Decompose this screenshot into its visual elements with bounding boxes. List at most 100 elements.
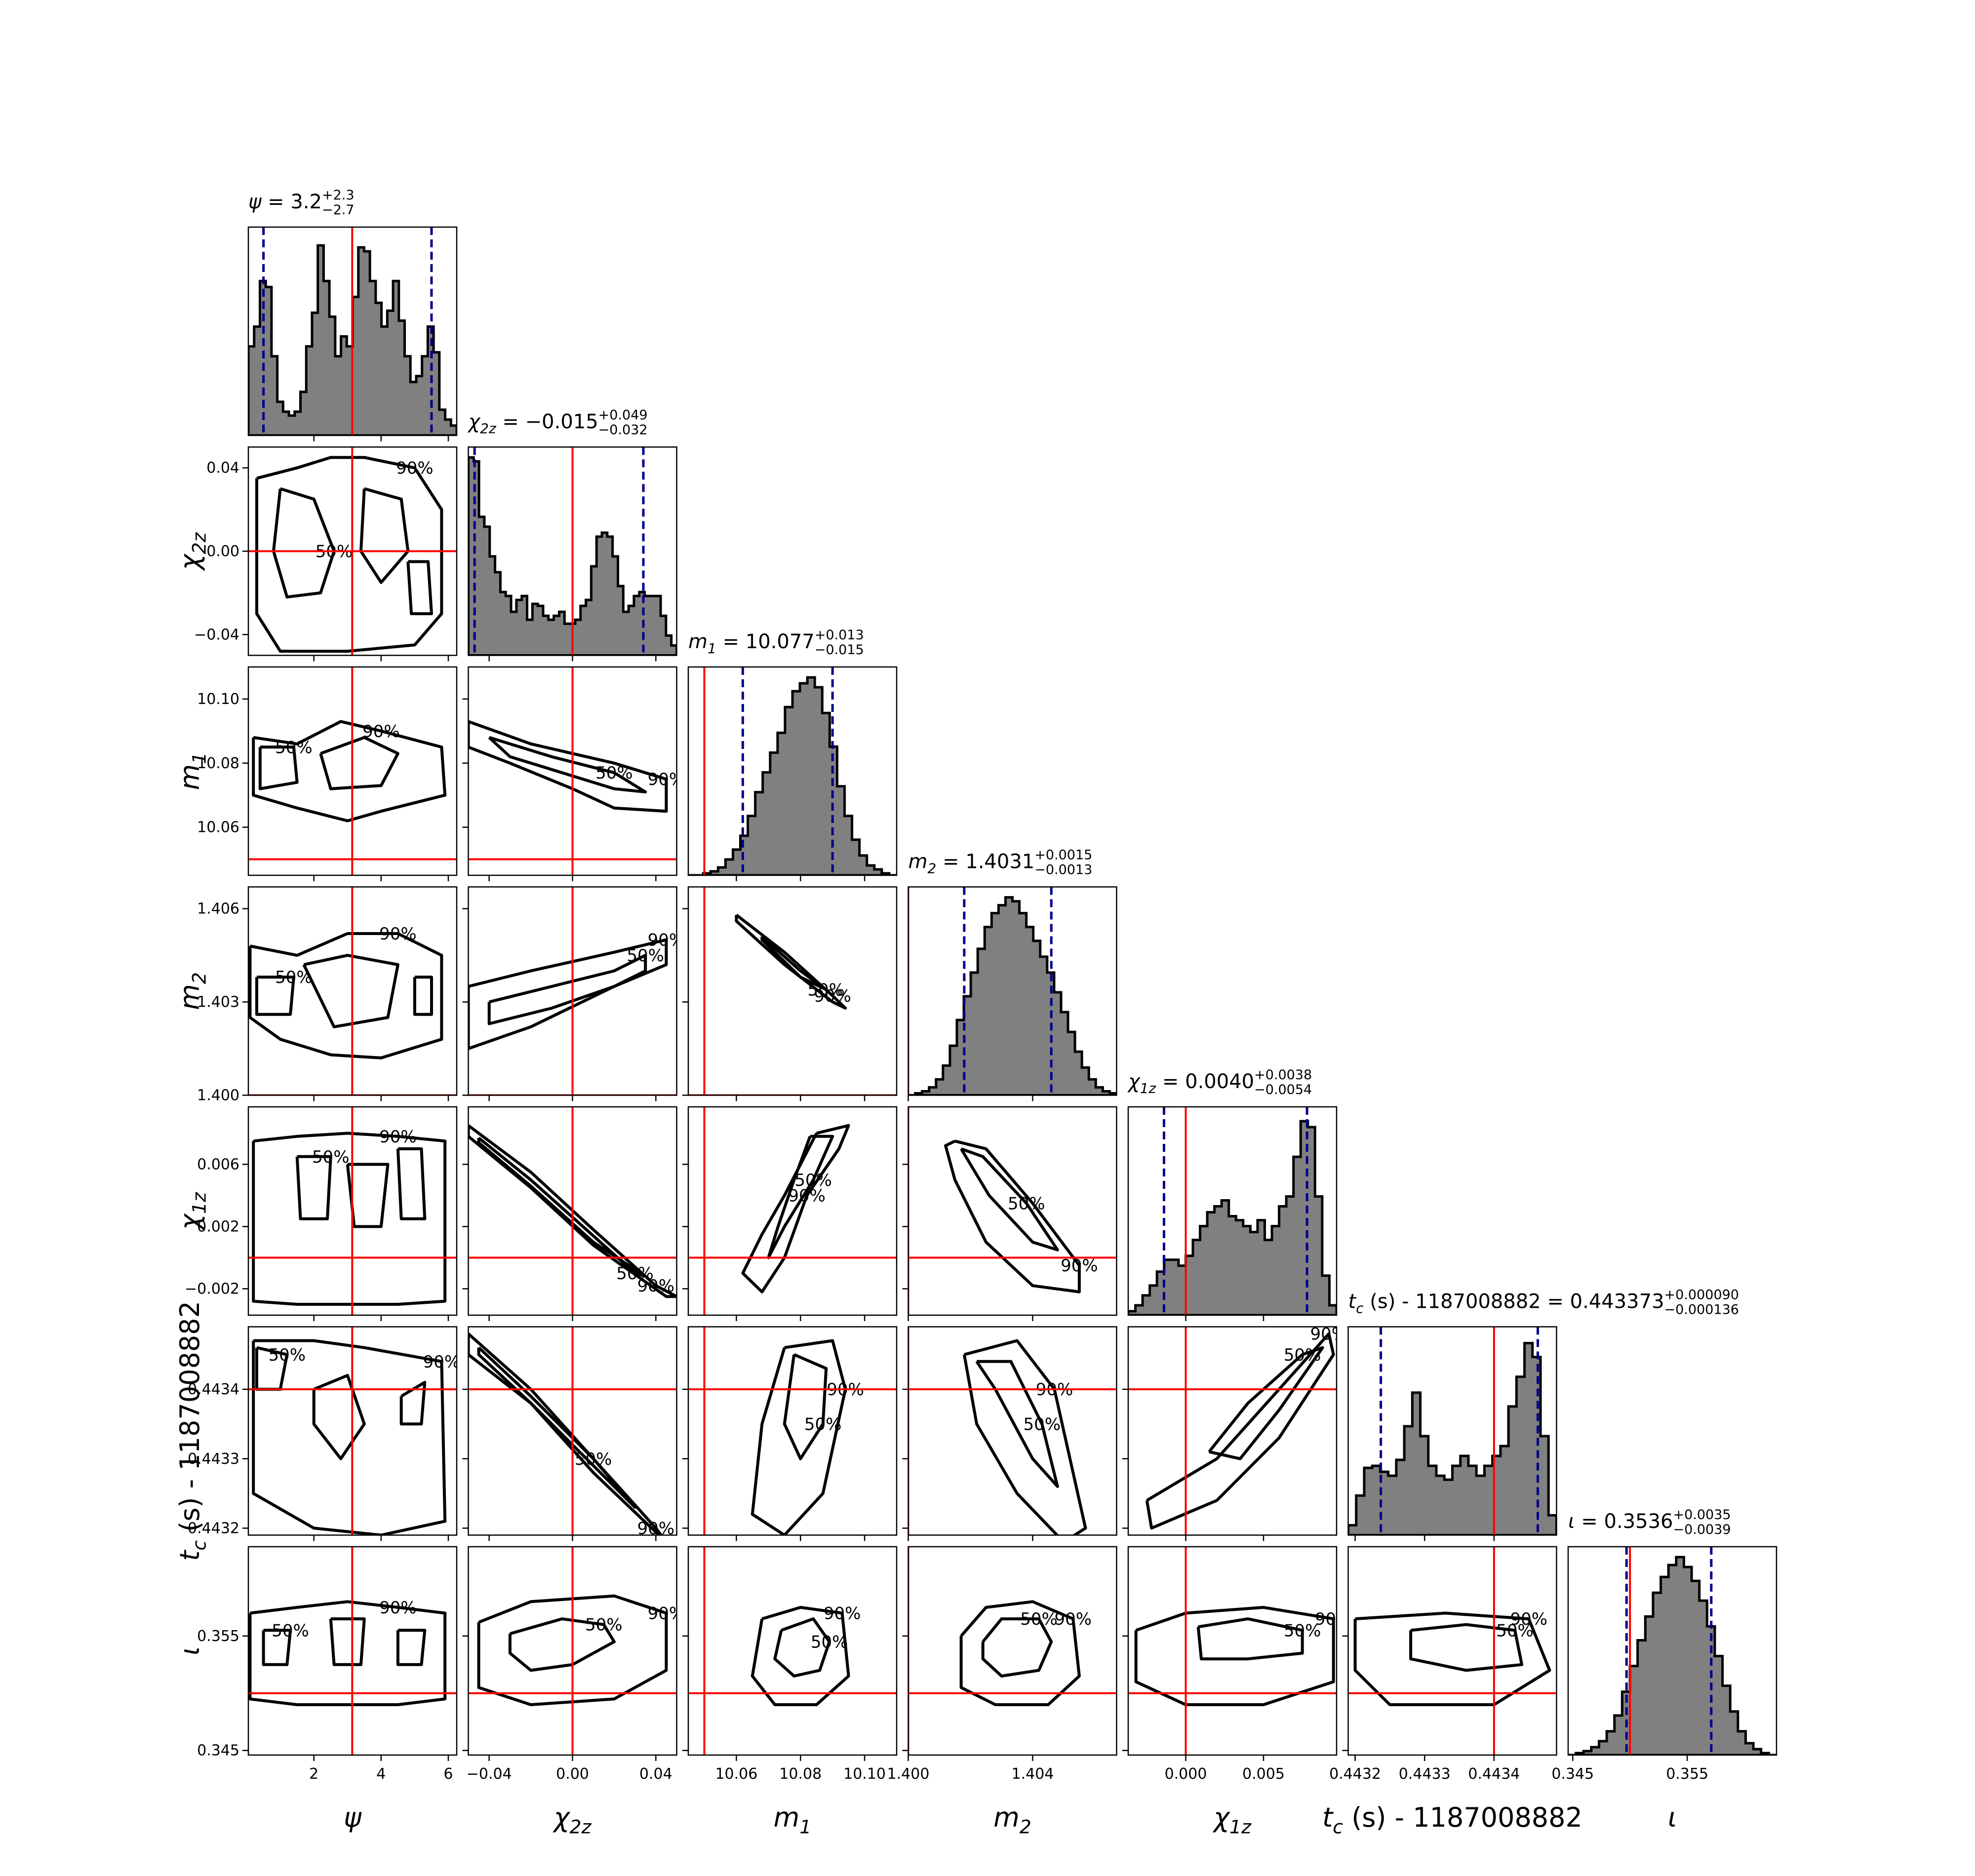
contour-90pct (252, 1132, 447, 1306)
contour-level-label: 50% (1284, 1345, 1321, 1365)
contour-50pct (399, 1381, 427, 1426)
title-symbol: t (1348, 1290, 1357, 1313)
contour-panel-m_1-chi_1z: 90%50% (682, 1106, 898, 1321)
contour-90pct (252, 720, 447, 822)
contour-panel-psi-t_c: 90% 50% 0.4434 0.4433 0.4432 (188, 1326, 458, 1541)
contour-level-label: 90% (637, 1519, 675, 1538)
panel-title: χ2z = −0.015+0.049 −0.032 (468, 408, 648, 438)
title-median: 0.3536 (1604, 1510, 1673, 1533)
panel-title: χ1z = 0.0040+0.0038 −0.0054 (1127, 1067, 1312, 1097)
y-axis-label: m1 (174, 752, 210, 790)
contour-90pct (735, 913, 847, 1010)
y-tick-label: 0.00 (206, 543, 239, 560)
symbol-text: χ (174, 1213, 205, 1231)
title-symbol: ψ (248, 191, 262, 213)
symbol-text: t (1322, 1802, 1334, 1833)
contour-level-label: 90% (648, 770, 685, 789)
histogram-panel-iota: ι = 0.3536+0.0035 −0.0039 0.345 0.355 (1551, 1507, 1778, 1783)
panel-title: ι = 0.3536+0.0035 −0.0039 (1568, 1507, 1731, 1537)
contour-50pct (477, 1346, 637, 1509)
contour-50pct (760, 936, 828, 991)
title-median: 0.443373 (1570, 1290, 1664, 1313)
symbol-text: ι (1668, 1802, 1677, 1833)
title-symbol: χ (1127, 1070, 1141, 1093)
contour-panel-psi-m_1: 90%50% 10.10 10.08 10.06 (197, 666, 458, 881)
panel-title: m1 = 10.077+0.013 −0.015 (688, 627, 864, 658)
y-axis-label: ι (174, 1646, 205, 1655)
panel-content: 90%50% (688, 1107, 897, 1315)
contour-panel-chi_1z-iota: 90%50% 0.000 0.005 (1122, 1546, 1352, 1783)
histogram-panel-psi: ψ = 3.2+2.3 −2.7 (247, 188, 458, 441)
y-tick-label: 0.006 (197, 1156, 239, 1173)
panel-frame (1347, 1546, 1557, 1756)
title-median: 10.077 (746, 630, 815, 653)
panel-frame (687, 1546, 898, 1756)
contour-50pct (295, 1155, 332, 1220)
contour-50pct (406, 560, 433, 616)
contour-panel-m_2-chi_1z: 90% 50% (902, 1106, 1117, 1321)
panel-content (248, 227, 457, 435)
contour-level-label: 50% (804, 1414, 842, 1434)
contour-90pct (255, 456, 443, 653)
panel-content: 90%50% (248, 667, 457, 875)
contour-50pct (359, 487, 410, 584)
title-median: 0.0040 (1185, 1070, 1254, 1093)
panel-content (1568, 1547, 1777, 1755)
x-tick-label: 6 (443, 1765, 453, 1783)
title-plus: +0.013 (815, 627, 864, 643)
panel-title: m2 = 1.4031+0.0015 −0.0013 (908, 848, 1093, 878)
contour-panel-psi-iota: 90% 50% 2 4 6 0.355 0.345 (197, 1546, 458, 1783)
panel-content (1348, 1327, 1557, 1535)
y-axis-label: tc (s) - 1187008882 (174, 1301, 210, 1561)
title-plus: +0.049 (598, 408, 648, 423)
subscript-text: 2z (570, 1816, 592, 1838)
contour-panel-m_2-iota: 90%50% 1.400 1.404 (887, 1546, 1117, 1783)
panel-frame (247, 226, 458, 436)
contour-level-label: 90% (1510, 1609, 1547, 1629)
contour-50pct (773, 1617, 831, 1678)
contour-panel-m_1-t_c: 90%50% (682, 1326, 898, 1541)
x-tick-label: 2 (309, 1765, 318, 1783)
contour-90pct (1145, 1332, 1335, 1530)
x-axis-label: χ1z (1212, 1802, 1252, 1838)
symbol-text: ι (174, 1646, 205, 1655)
title-plus: +0.0038 (1254, 1067, 1312, 1083)
contour-panel-chi_2z-m_1: 90% 50% (462, 666, 685, 881)
panel-frame (247, 886, 458, 1096)
title-plus: +0.0035 (1673, 1507, 1731, 1523)
contour-50pct (262, 1629, 292, 1666)
title-minus: −0.032 (598, 423, 648, 438)
x-axis-label: χ2z (553, 1802, 592, 1838)
title-minus: −0.0039 (1673, 1522, 1731, 1537)
contour-50pct (258, 745, 299, 790)
title-equals: = (1156, 1070, 1185, 1093)
panel-title: tc (s) - 1187008882 = 0.443373+0.000090−… (1348, 1288, 1739, 1318)
contour-level-label: 90% (1315, 1609, 1352, 1629)
contour-panel-chi_2z-iota: 90% 50% −0.04 0.00 0.04 (462, 1546, 685, 1783)
x-axis-label: tc (s) - 1187008882 (1322, 1802, 1582, 1838)
panel-frame (687, 666, 898, 876)
panel-content: 90%50% (1128, 1327, 1337, 1535)
x-tick-label: 0.00 (556, 1765, 589, 1783)
contour-panel-psi-m_2: 90% 50% 1.406 1.403 1.400 (197, 886, 458, 1104)
histogram-bars (688, 676, 897, 875)
title-minus: −0.015 (815, 642, 864, 658)
contour-level-label: 90% (637, 1276, 675, 1296)
contour-level-label: 50% (616, 1264, 654, 1284)
panel-frame (247, 1106, 458, 1316)
panel-content: 90%50% (1128, 1547, 1352, 1755)
contour-50pct (1196, 1617, 1304, 1661)
x-axis-label: m2 (993, 1802, 1031, 1838)
contour-90pct (1353, 1611, 1551, 1706)
contour-level-label: 90% (648, 1603, 685, 1623)
suffix-text: (s) - 1187008882 (1343, 1802, 1582, 1833)
contour-level-label: 50% (275, 968, 313, 987)
panel-frame (1347, 1326, 1557, 1536)
symbol-text: χ (1212, 1802, 1230, 1833)
title-subscript: 1z (1140, 1080, 1157, 1096)
symbol-text: t (174, 1550, 205, 1561)
y-tick-label: 0.002 (197, 1218, 239, 1235)
contour-level-label: 50% (272, 1621, 309, 1641)
contour-level-label: 50% (268, 1345, 306, 1365)
contour-90pct (468, 1124, 677, 1298)
